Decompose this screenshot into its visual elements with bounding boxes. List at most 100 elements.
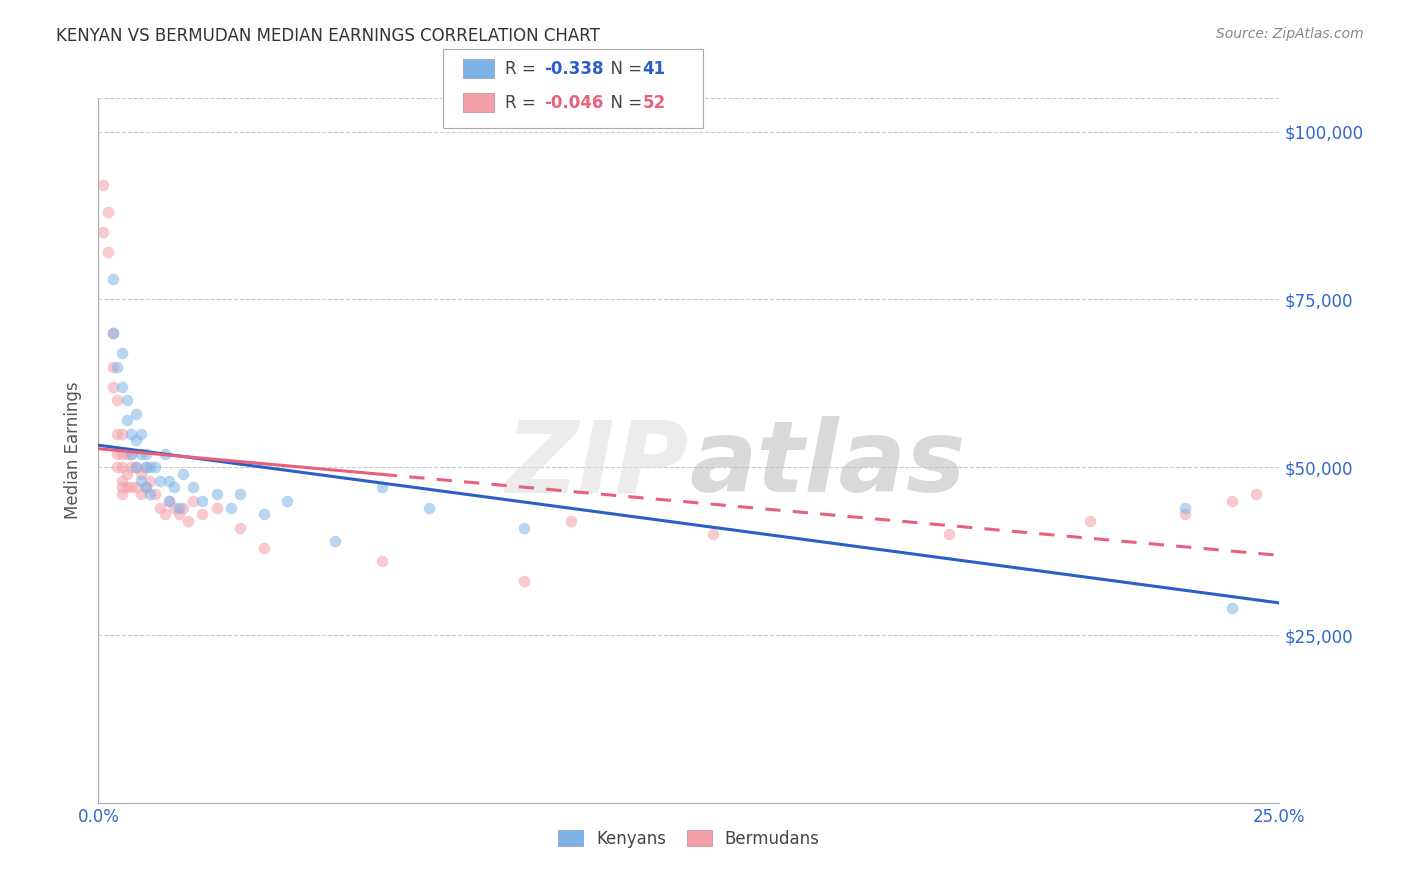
Point [91, 178, 114, 193]
Point [105, 447, 128, 461]
Point [97, 245, 120, 260]
Point [115, 393, 138, 408]
Point [371, 554, 394, 568]
Point [135, 447, 157, 461]
Point [191, 507, 214, 521]
Text: 52: 52 [643, 94, 665, 112]
Point [418, 500, 440, 515]
Point [172, 500, 194, 515]
Point [125, 460, 148, 475]
Point [181, 493, 204, 508]
Point [1220, 493, 1243, 508]
Point [512, 521, 534, 535]
Point [229, 521, 252, 535]
Text: Source: ZipAtlas.com: Source: ZipAtlas.com [1216, 27, 1364, 41]
Point [101, 359, 124, 374]
Point [139, 474, 162, 488]
Point [129, 447, 152, 461]
Point [105, 359, 128, 374]
Text: ZIP: ZIP [506, 416, 689, 513]
Point [149, 474, 172, 488]
Point [105, 393, 128, 408]
Point [105, 426, 128, 441]
Point [205, 487, 228, 501]
Point [139, 460, 162, 475]
Text: N =: N = [600, 94, 648, 112]
Point [253, 507, 276, 521]
Point [157, 493, 180, 508]
Point [938, 527, 960, 541]
Point [121, 460, 143, 475]
Text: -0.338: -0.338 [544, 60, 603, 78]
Point [512, 574, 534, 589]
Point [121, 447, 143, 461]
Point [219, 500, 242, 515]
Point [253, 541, 276, 555]
Point [115, 447, 138, 461]
Text: -0.046: -0.046 [544, 94, 603, 112]
Point [143, 487, 166, 501]
Point [111, 426, 134, 441]
Point [205, 500, 228, 515]
Point [560, 514, 582, 528]
Point [153, 447, 176, 461]
Text: KENYAN VS BERMUDAN MEDIAN EARNINGS CORRELATION CHART: KENYAN VS BERMUDAN MEDIAN EARNINGS CORRE… [56, 27, 600, 45]
Point [135, 460, 157, 475]
Point [702, 527, 724, 541]
Point [135, 480, 157, 494]
Point [91, 225, 114, 239]
Point [121, 426, 143, 441]
Point [149, 500, 172, 515]
Point [121, 447, 143, 461]
Point [97, 205, 120, 219]
Point [163, 500, 186, 515]
Point [181, 480, 204, 494]
Point [1244, 487, 1267, 501]
Point [111, 346, 134, 360]
Point [191, 493, 214, 508]
Point [121, 480, 143, 494]
Point [111, 460, 134, 475]
Text: 41: 41 [643, 60, 665, 78]
Point [157, 474, 180, 488]
Point [276, 493, 298, 508]
Point [115, 467, 138, 481]
Point [129, 487, 152, 501]
Point [1080, 514, 1102, 528]
Point [115, 480, 138, 494]
Point [101, 272, 124, 286]
Text: atlas: atlas [689, 416, 966, 513]
Point [129, 426, 152, 441]
Y-axis label: Median Earnings: Median Earnings [65, 382, 83, 519]
Point [157, 493, 180, 508]
Point [125, 407, 148, 421]
Point [111, 487, 134, 501]
Point [125, 434, 148, 448]
Point [153, 507, 176, 521]
Point [1174, 500, 1197, 515]
Point [101, 326, 124, 340]
Text: N =: N = [600, 60, 648, 78]
Point [172, 467, 194, 481]
Point [1220, 601, 1243, 615]
Point [135, 460, 157, 475]
Point [105, 460, 128, 475]
Point [129, 474, 152, 488]
Point [111, 380, 134, 394]
Point [135, 480, 157, 494]
Point [111, 447, 134, 461]
Point [167, 500, 190, 515]
Point [111, 480, 134, 494]
Point [143, 460, 166, 475]
Point [101, 326, 124, 340]
Point [1174, 507, 1197, 521]
Text: R =: R = [505, 94, 541, 112]
Point [125, 480, 148, 494]
Point [371, 480, 394, 494]
Point [177, 514, 200, 528]
Point [129, 467, 152, 481]
Point [323, 534, 346, 549]
Point [115, 413, 138, 427]
Point [163, 480, 186, 494]
Point [167, 507, 190, 521]
